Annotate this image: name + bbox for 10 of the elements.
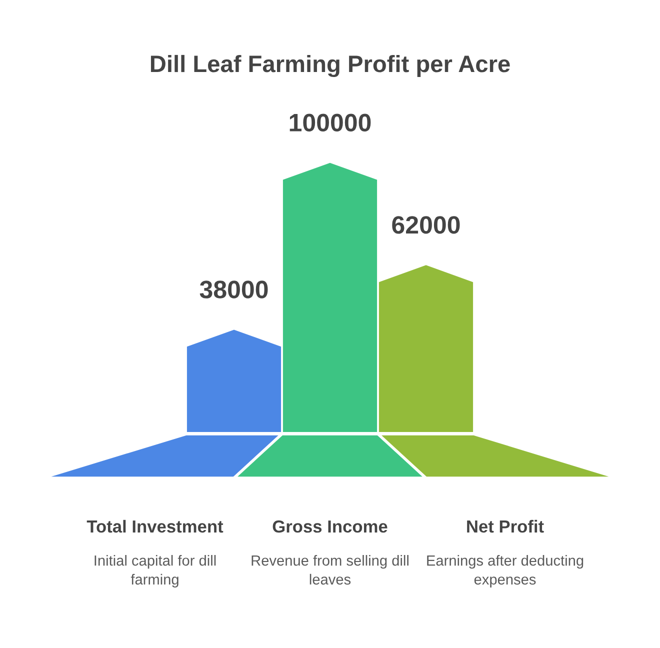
x-tick-label: Net Profit: [467, 520, 544, 533]
x-tick-label: Gross Income: [272, 520, 388, 533]
data-label: 38000: [200, 280, 268, 298]
data-label: 62000: [392, 216, 460, 234]
data-label: 100000: [290, 114, 371, 132]
text: Earnings after deducting expenses: [427, 555, 584, 588]
text: Revenue from selling dill leaves: [252, 555, 408, 585]
chart-title: Dill Leaf Farming Profit per Acre: [150, 54, 510, 78]
text: Initial capital for dill farming: [94, 555, 216, 588]
x-tick-label: Total Investment: [86, 520, 224, 533]
